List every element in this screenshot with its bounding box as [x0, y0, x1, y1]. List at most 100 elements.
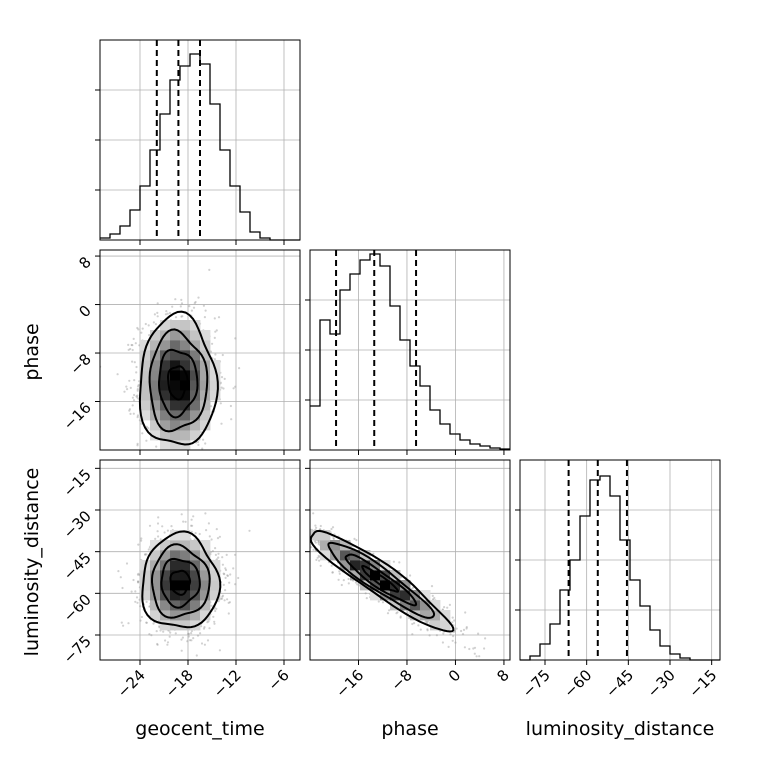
panel-phase-vs-luminosity-distance-sample [314, 541, 317, 544]
panel-phase-vs-luminosity-distance-sample [426, 621, 429, 624]
panel-phase-vs-luminosity-distance-density-cell [340, 550, 351, 561]
plot-layer: −75 −60 −45 −30 −15−16−808−24 −18 −12 −6−75−60−… [60, 39, 721, 701]
panel-geocent-time-vs-luminosity-distance-sample [218, 535, 221, 538]
panel-phase-vs-luminosity-distance-sample [396, 611, 399, 614]
panel-geocent-time-vs-phase-density-cell [160, 320, 171, 331]
panel-phase-vs-luminosity-distance-sample [477, 632, 480, 635]
panel-geocent-time-vs-phase-density-cell [190, 340, 201, 351]
panel-phase-vs-luminosity-distance-sample [442, 632, 445, 635]
panel-geocent-time-vs-luminosity-distance-sample [117, 570, 120, 573]
y-axis-label-luminosity-distance: luminosity_distance [21, 468, 43, 657]
panel-geocent-time-vs-luminosity-distance-sample [222, 583, 225, 587]
panel-geocent-time-vs-phase-density-cell [140, 370, 151, 381]
panel-phase-vs-luminosity-distance-sample [483, 647, 486, 650]
panel-phase-vs-luminosity-distance-sample [315, 526, 318, 529]
panel-geocent-time-vs-phase-sample [138, 380, 141, 383]
panel-geocent-time-vs-luminosity-distance-sample [148, 524, 152, 527]
panel-geocent-time-vs-phase-sample [202, 304, 205, 307]
panel-phase-vs-luminosity-distance-sample [412, 586, 415, 589]
panel-phase-vs-luminosity-distance-sample [411, 622, 414, 626]
panel-geocent-time-vs-phase-density-cell [190, 410, 201, 421]
panel-phase-vs-luminosity-distance-sample [449, 633, 452, 636]
panel-geocent-time-vs-phase-sample [155, 445, 158, 448]
panel-geocent-time-vs-luminosity-distance-sample [202, 627, 206, 630]
panel-geocent-time-vs-phase-sample [130, 343, 133, 347]
panel-geocent-time-vs-luminosity-distance-sample [224, 568, 228, 572]
panel-geocent-time-vs-luminosity-distance-density-cell [190, 580, 201, 591]
panel-geocent-time-vs-luminosity-distance-sample [169, 631, 172, 634]
panel-phase-vs-luminosity-distance-sample [462, 628, 466, 632]
panel-geocent-time-vs-luminosity-distance-contour-0 [169, 569, 192, 596]
panel-geocent-time-vs-luminosity-distance-sample [190, 518, 193, 521]
panel-geocent-time-vs-luminosity-distance-density-cell [170, 610, 181, 621]
panel-geocent-time-vs-phase-sample [131, 348, 134, 352]
panel-phase-vs-luminosity-distance-sample [431, 598, 435, 601]
panel-geocent-time-vs-luminosity-distance-sample [187, 635, 190, 638]
panel-geocent-time-vs-luminosity-distance-sample [144, 553, 147, 556]
panel-phase-vs-luminosity-distance-sample [388, 609, 391, 612]
panel-geocent-time-vs-luminosity-distance-sample [162, 630, 165, 633]
panel-phase-vs-luminosity-distance-density-cell [380, 580, 391, 591]
panel-geocent-time-vs-phase-density-cell [190, 330, 201, 341]
panel-geocent-time-vs-luminosity-distance-sample [215, 607, 218, 610]
panel-geocent-time-vs-phase-density-cell [170, 330, 181, 341]
panel-phase-vs-luminosity-distance-xtick-label-3: 8 [493, 666, 512, 685]
panel-geocent-time-vs-phase-density-cell [170, 340, 181, 351]
panel-geocent-time-vs-phase-sample [204, 309, 207, 312]
panel-phase-vs-luminosity-distance-sample [465, 626, 468, 629]
panel-geocent-time-vs-luminosity-distance-sample [232, 567, 235, 570]
panel-phase-vs-luminosity-distance-density-cell [390, 570, 401, 581]
panel-geocent-time-vs-phase-sample [156, 311, 159, 314]
panel-geocent-time-vs-phase-sample [214, 353, 217, 356]
panel-geocent-time-vs-luminosity-distance-sample [218, 649, 221, 652]
panel-geocent-time-vs-phase-sample [138, 344, 141, 347]
panel-geocent-time-vs-phase-density-cell [210, 380, 221, 391]
panel-geocent-time-vs-phase-sample [194, 300, 197, 304]
panel-geocent-time-vs-luminosity-distance-sample [144, 553, 147, 556]
panel-phase-vs-luminosity-distance-sample [430, 585, 434, 588]
panel-phase-vs-luminosity-distance-sample [399, 616, 402, 619]
panel-geocent-time-vs-luminosity-distance-sample [184, 520, 187, 523]
panel-geocent-time-vs-phase-sample [127, 343, 130, 346]
panel-geocent-time-vs-phase-sample [168, 311, 172, 315]
panel-geocent-time-vs-luminosity-distance-density-cell [170, 530, 181, 541]
panel-geocent-time-vs-luminosity-distance-sample [200, 625, 203, 628]
panel-geocent-time-vs-phase-sample [204, 442, 207, 445]
panel-geocent-time-vs-phase-sample [136, 394, 139, 397]
panel-geocent-time-vs-luminosity-distance-sample [180, 649, 183, 652]
panel-phase-vs-luminosity-distance-sample [455, 627, 458, 630]
panel-phase-vs-luminosity-distance-xtick-label-2: 0 [445, 666, 464, 685]
panel-geocent-time-vs-luminosity-distance-sample [136, 601, 139, 604]
panel-geocent-time-vs-phase-density-cell [160, 380, 171, 391]
panel-phase-vs-luminosity-distance-sample [453, 619, 456, 622]
panel-geocent-time-vs-phase-density-cell [150, 420, 161, 431]
panel-geocent-time-vs-luminosity-distance-density-cell [190, 610, 201, 621]
panel-geocent-time-vs-luminosity-distance-sample [136, 573, 140, 576]
panel-geocent-time-vs-phase-density-cell [140, 340, 151, 351]
panel-phase-vs-luminosity-distance-density-cell [330, 550, 341, 561]
panel-phase-vs-luminosity-distance-sample [364, 592, 367, 595]
panel-phase-vs-luminosity-distance-sample [316, 556, 319, 559]
panel-phase-vs-luminosity-distance-sample [419, 628, 422, 631]
x-axis-label-luminosity-distance: luminosity_distance [526, 718, 715, 740]
hist-luminosity-distance-xtick-label-2: −45 [602, 666, 637, 701]
panel-phase-vs-luminosity-distance-sample [473, 646, 477, 649]
panel-geocent-time-vs-phase-density-cell [140, 400, 151, 411]
panel-geocent-time-vs-phase-sample [133, 361, 136, 364]
panel-geocent-time-vs-luminosity-distance-ytick-label-0: −75 [60, 632, 95, 667]
panel-geocent-time-vs-luminosity-distance-density-cell [210, 570, 221, 581]
panel-geocent-time-vs-phase-sample [234, 337, 237, 340]
panel-geocent-time-vs-phase-sample [153, 313, 156, 316]
panel-phase-vs-luminosity-distance-density-cell [350, 570, 361, 581]
panel-geocent-time-vs-phase-density-cell [200, 420, 211, 431]
panel-geocent-time-vs-luminosity-distance-sample [145, 600, 148, 604]
panel-geocent-time-vs-luminosity-distance-sample [190, 639, 193, 642]
panel-geocent-time-vs-luminosity-distance-density-cell [200, 600, 211, 611]
panel-geocent-time-vs-phase-density-cell [170, 420, 181, 431]
panel-geocent-time-vs-luminosity-distance-xtick-label-0: −24 [114, 666, 149, 701]
panel-geocent-time-vs-phase-sample [145, 425, 148, 428]
panel-phase-vs-luminosity-distance-sample [319, 524, 322, 528]
panel-geocent-time-vs-phase-density-cell [200, 410, 211, 421]
panel-phase-vs-luminosity-distance-sample [313, 540, 317, 543]
